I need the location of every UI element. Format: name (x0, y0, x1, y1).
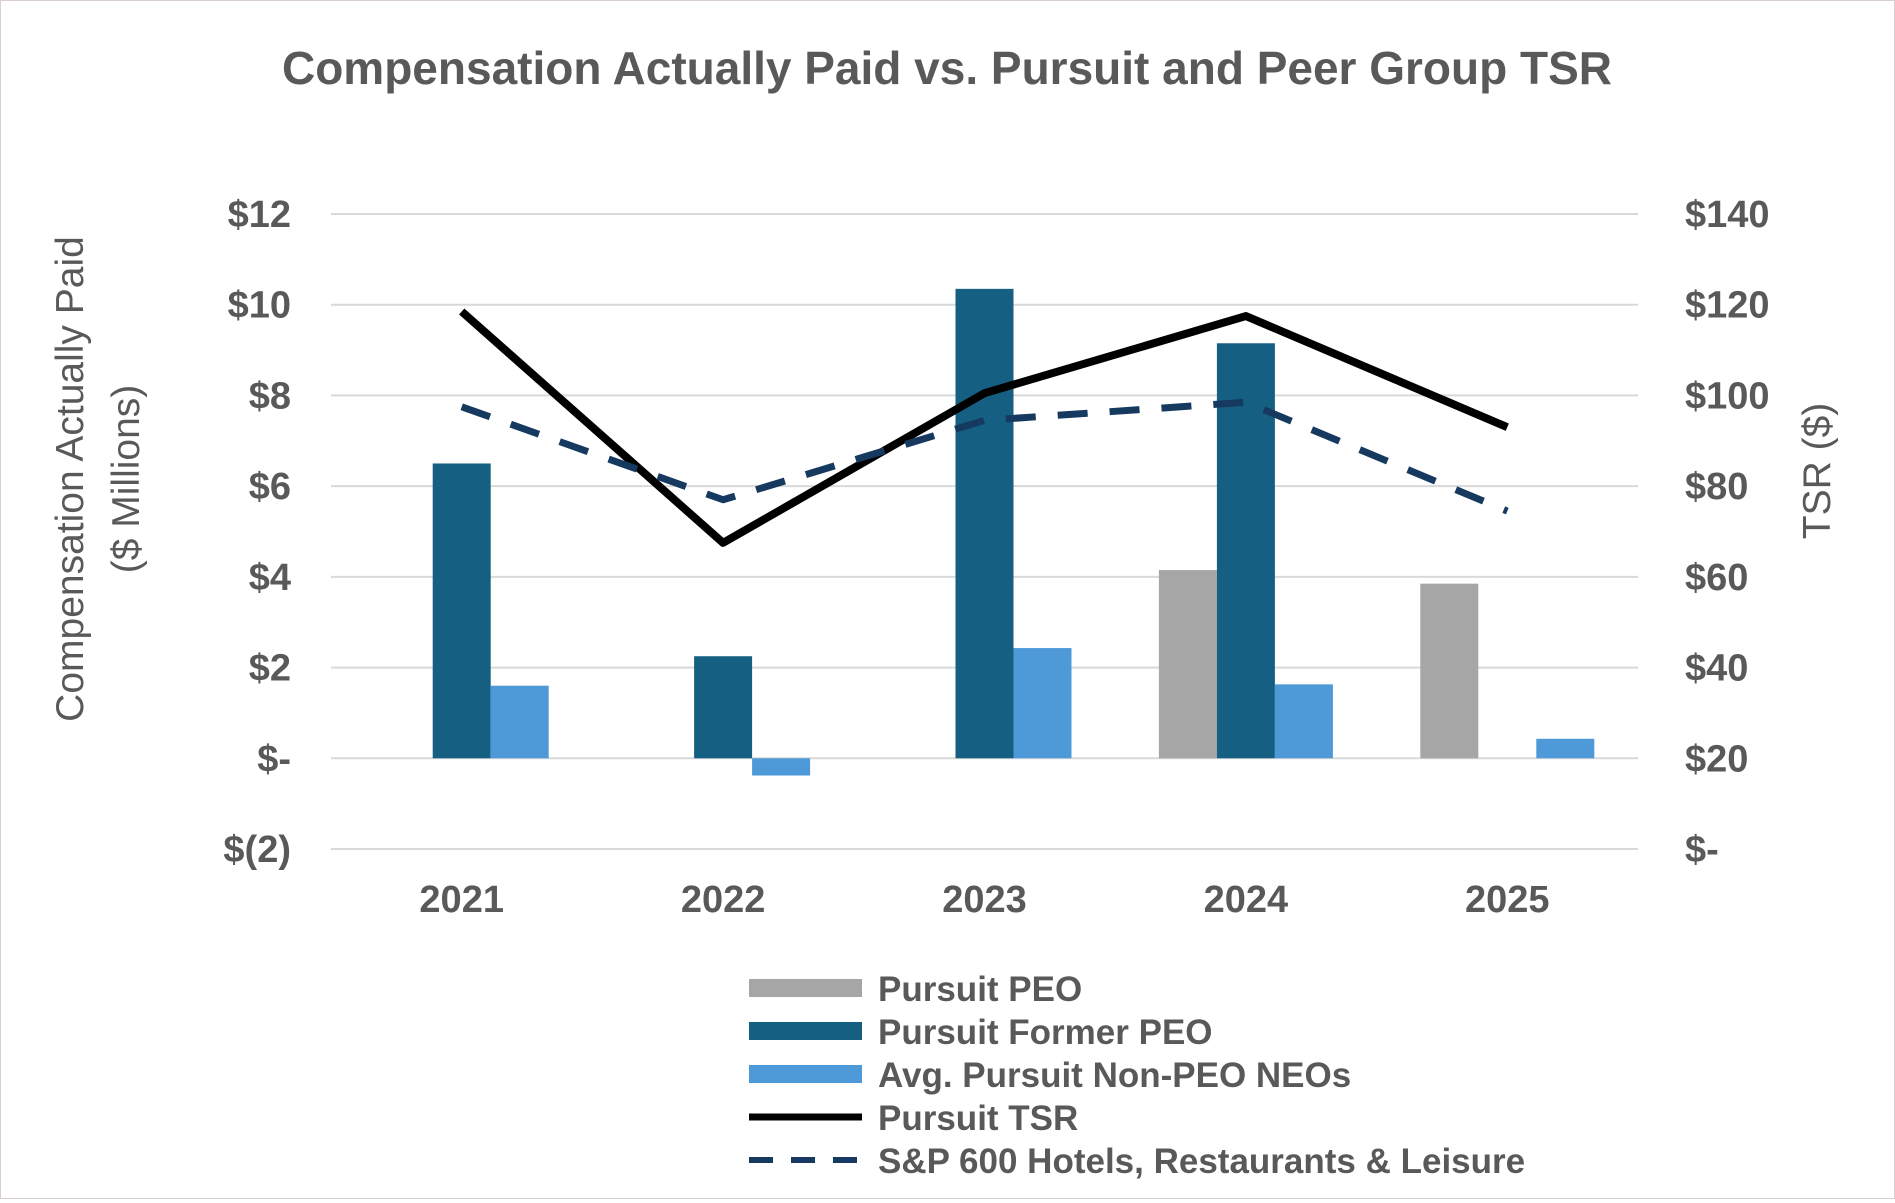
right-tick-label: $80 (1685, 466, 1748, 508)
bar (694, 656, 753, 759)
bar (1013, 648, 1072, 759)
x-tick-label: 2022 (681, 879, 766, 921)
left-tick-label: $- (257, 738, 291, 780)
bar (1158, 570, 1217, 759)
right-tick-label: $- (1685, 829, 1719, 871)
left-tick-label: $2 (249, 648, 291, 690)
legend: Pursuit PEO Pursuit Former PEO Avg. Pursui… (749, 970, 1525, 1181)
bar (432, 463, 491, 759)
left-tick-label: $10 (228, 285, 291, 327)
left-axis-title-line1: Compensation Actually Paid (49, 236, 92, 722)
legend-swatch (749, 979, 862, 997)
x-tick-label: 2021 (419, 879, 504, 921)
left-tick-label: $(2) (223, 829, 291, 871)
legend-label: Avg. Pursuit Non-PEO NEOs (878, 1056, 1351, 1095)
left-tick-label: $6 (249, 466, 291, 508)
legend-swatch (749, 1065, 862, 1083)
bar (490, 685, 549, 759)
x-tick-label: 2025 (1465, 879, 1550, 921)
left-tick-label: $12 (228, 194, 291, 236)
bar (1536, 738, 1595, 759)
left-axis-title-line2: ($ Millions) (105, 385, 148, 574)
right-axis-title: TSR ($) (1796, 403, 1839, 540)
left-axis-ticks: $12 $10 $8 $6 $4 $2 $- $(2) (223, 194, 291, 871)
x-tick-label: 2023 (942, 879, 1027, 921)
left-tick-label: $4 (249, 557, 291, 599)
legend-label: Pursuit Former PEO (878, 1013, 1213, 1052)
lines (459, 308, 1509, 547)
bar (752, 758, 811, 776)
bar (955, 288, 1014, 759)
x-tick-label: 2024 (1204, 879, 1289, 921)
right-tick-label: $120 (1685, 285, 1770, 327)
right-tick-label: $140 (1685, 194, 1770, 236)
chart-title: Compensation Actually Paid vs. Pursuit a… (282, 42, 1612, 94)
left-tick-label: $8 (249, 375, 291, 417)
peer-tsr-line (460, 398, 1509, 515)
x-axis-ticks: 2021 2022 2023 2024 2025 (419, 879, 1549, 921)
bar (1274, 684, 1333, 759)
bar (1420, 583, 1479, 759)
legend-label: S&P 600 Hotels, Restaurants & Leisure (878, 1142, 1525, 1181)
legend-label: Pursuit TSR (878, 1099, 1078, 1138)
right-tick-label: $20 (1685, 738, 1748, 780)
legend-label: Pursuit PEO (878, 970, 1082, 1009)
right-tick-label: $100 (1685, 375, 1770, 417)
legend-swatch (749, 1022, 862, 1040)
right-tick-label: $60 (1685, 557, 1748, 599)
right-tick-label: $40 (1685, 648, 1748, 690)
bars (432, 288, 1595, 776)
right-axis-ticks: $140 $120 $100 $80 $60 $40 $20 $- (1685, 194, 1770, 871)
